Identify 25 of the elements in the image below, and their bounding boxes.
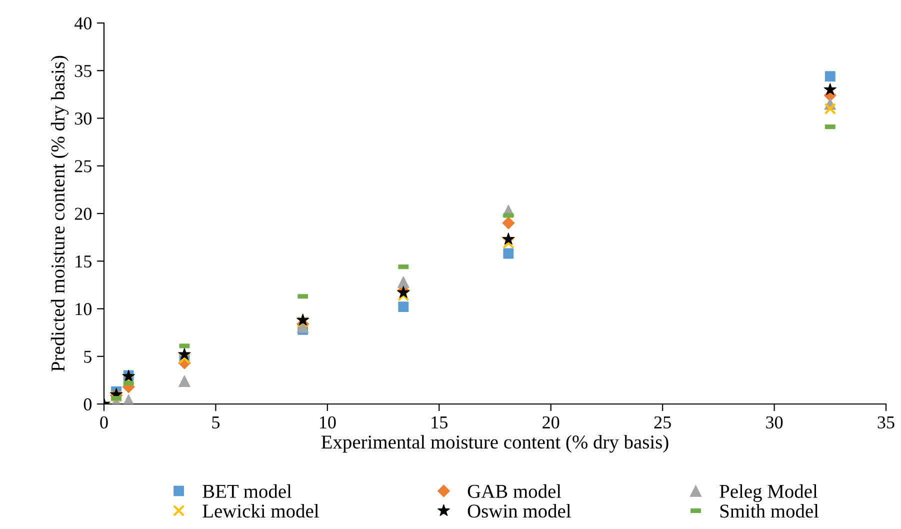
y-tick-label: 5 (84, 350, 92, 363)
x-tick-label: 35 (878, 416, 894, 429)
x-tick-label: 25 (654, 416, 671, 429)
legend-label: Lewicki model (202, 504, 319, 518)
y-axis-title: Predicted moisture content (% dry basis) (50, 56, 69, 372)
x-tick-label: 20 (542, 416, 560, 429)
legend-label: Oswin model (468, 504, 571, 518)
legend-label: Smith model (720, 504, 819, 518)
y-tick-label: 40 (74, 17, 92, 30)
x-axis-title: Experimental moisture content (% dry basis) (321, 434, 668, 453)
legend-label: BET model (202, 484, 292, 498)
y-tick-label: 35 (75, 64, 92, 78)
y-tick-label: 15 (76, 255, 92, 268)
y-tick-label: 20 (74, 208, 92, 220)
legend-label: GAB model (468, 484, 562, 498)
x-tick-label: 5 (212, 416, 220, 429)
y-tick-label: 10 (76, 303, 92, 316)
x-tick-label: 30 (766, 416, 783, 429)
y-tick-label: 0 (84, 398, 92, 410)
y-tick-label: 30 (75, 112, 92, 125)
x-tick-label: 0 (100, 416, 108, 429)
x-tick-label: 10 (320, 416, 336, 429)
x-tick-label: 15 (432, 416, 448, 429)
legend-label: Peleg Model (720, 484, 818, 502)
y-tick-label: 25 (74, 160, 92, 172)
